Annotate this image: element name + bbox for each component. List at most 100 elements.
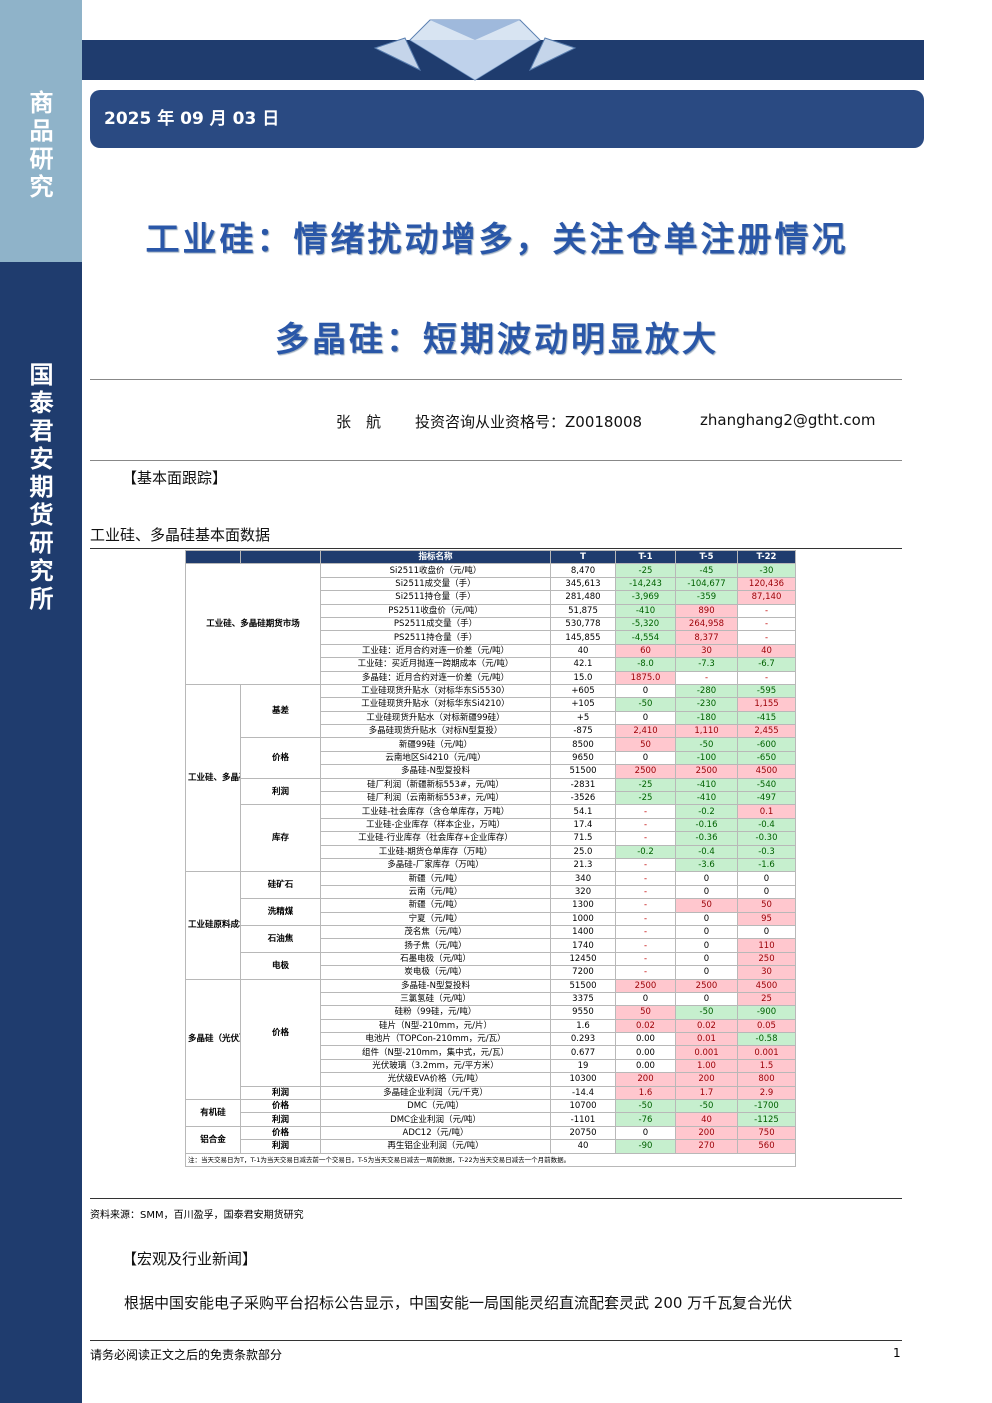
cell: 15.0 (550, 670, 616, 685)
cell: 工业硅现货升贴水（对标新疆99硅） (320, 710, 551, 726)
cell: 8,470 (550, 563, 616, 578)
cell: 0.01 (675, 1032, 738, 1047)
row: 宁夏（元/吨） 1000-0 95 (186, 911, 796, 926)
row: 电极 石墨电极（元/吨） 12450-0 250 (186, 951, 796, 980)
cell: 有机硅 (185, 1099, 241, 1127)
cell: -50 (675, 737, 738, 752)
cell: - (737, 603, 796, 618)
cell: 345,613 (550, 576, 616, 592)
cell: -0.3 (737, 844, 796, 859)
cell: 750 (737, 1125, 796, 1141)
row: 利润 多晶硅企业利润（元/千克） -14.4 1.6 1.7 2.9 (186, 1085, 796, 1101)
cell: 10700 (550, 1099, 616, 1114)
cell: 200 (675, 1125, 738, 1141)
cell: 1000 (550, 911, 616, 926)
header-cell (185, 549, 241, 565)
cell: 9550 (550, 1005, 616, 1020)
cell: -2831 (550, 777, 616, 793)
cell: DMC（元/吨） (320, 1099, 551, 1114)
cell: 60 (615, 643, 676, 659)
cell: -410 (615, 603, 676, 618)
cell: 组件（N型-210mm，集中式，元/瓦） (320, 1045, 551, 1060)
rule (90, 379, 902, 380)
cell: 21.3 (550, 857, 616, 873)
title: 工业硅：情绪扰动增多，关注仓单注册情况 (145, 220, 849, 260)
cell: 120,436 (737, 576, 796, 592)
cell: 9650 (550, 750, 616, 766)
row: 组件（N型-210mm，集中式，元/瓦） 0.677 0.00 0.001 0.001 (186, 1045, 796, 1060)
subtitle: 多晶硅：短期波动明显放大 (275, 320, 719, 360)
cell: 30 (675, 643, 738, 659)
cell: -30 (737, 563, 796, 578)
cell: 340 (550, 871, 616, 886)
row: 石油焦 茂名焦（元/吨） 1400-0 0 (186, 924, 796, 953)
cell: 硅粉（99硅，元/吨） (320, 1005, 551, 1020)
cell: 4500 (737, 978, 796, 993)
cell: 0.677 (550, 1045, 616, 1060)
cell: - (615, 831, 676, 846)
cell: -25 (615, 791, 676, 806)
cell: 0 (615, 991, 676, 1007)
cell: -0.36 (675, 831, 738, 846)
cell: 铝合金 (185, 1125, 241, 1154)
date-banner: 2025 年 09 月 03 日 (90, 90, 924, 148)
cell: -410 (675, 777, 738, 793)
row: 工业硅原料成本硅矿石新疆（元/吨）340-00 (185, 871, 796, 980)
cell: 云南地区Si4210（元/吨） (320, 750, 551, 766)
sidebar-label: 国泰君安期货研究所 (25, 362, 54, 614)
cell: -3,969 (615, 590, 676, 605)
row: 工业硅现货升贴水（对标华东Si4210） +105 -50 -230 1,155 (186, 697, 796, 712)
cell: 多晶硅（光伏） (185, 978, 241, 1101)
cell: 8,377 (675, 630, 738, 645)
row: 工业硅-企业库存（样本企业，万吨） 17.4- -0.16 -0.4 (186, 817, 796, 833)
cell: 多晶硅-N型复投料 (320, 764, 551, 779)
cell: 新疆（元/吨） (320, 871, 551, 886)
row: 工业硅-期货仓单库存（万吨） 25.0 -0.2 -0.4 -0.3 (186, 844, 796, 859)
cell: 0 (737, 871, 796, 886)
cell: 320 (550, 884, 616, 900)
cell: -50 (615, 1099, 676, 1114)
cell: 0 (615, 683, 676, 699)
cell: 530,778 (550, 616, 616, 632)
cell: 0 (675, 938, 738, 953)
cell: 0.02 (675, 1018, 738, 1034)
cell: 10300 (550, 1072, 616, 1087)
cell: - (675, 670, 738, 685)
cell: PS2511持仓量（手） (320, 630, 551, 645)
cell: -0.2 (675, 804, 738, 819)
cell: - (615, 884, 676, 900)
cell: 12450 (550, 951, 616, 967)
cell: 多晶硅企业利润（元/千克） (320, 1085, 551, 1101)
cell: 1875.0 (615, 670, 676, 685)
cell: 0.05 (737, 1018, 796, 1034)
cell: 1300 (550, 898, 616, 913)
cell: 250 (737, 951, 796, 967)
cell: 50 (615, 1005, 676, 1020)
cell: 1.7 (675, 1085, 738, 1101)
cell: -3.6 (675, 857, 738, 873)
cell: 利润 (240, 777, 321, 806)
row: 云南地区Si4210（元/吨） 9650 0 -100 -650 (186, 750, 796, 766)
cell: 1.5 (737, 1058, 796, 1074)
cell: 石墨电极（元/吨） (320, 951, 551, 967)
cell: 0.001 (675, 1045, 738, 1060)
cell: -14,243 (615, 576, 676, 592)
row: 多晶硅-N型复投料 51500 2500 2500 4500 (186, 764, 796, 779)
cell: 0 (675, 965, 738, 980)
cell: 71.5 (550, 831, 616, 846)
cell: DMC企业利润（元/吨） (320, 1112, 551, 1127)
logo (373, 19, 577, 81)
cell: 0.001 (737, 1045, 796, 1060)
cell: -0.30 (737, 831, 796, 846)
cell: 价格 (240, 1125, 321, 1141)
cell: -8.0 (615, 657, 676, 672)
cell: -76 (615, 1112, 676, 1127)
cell: 茂名焦（元/吨） (320, 924, 551, 940)
cell: 多晶硅-N型复投料 (320, 978, 551, 993)
cell: 0 (675, 991, 738, 1007)
cell: 利润 (240, 1139, 321, 1154)
section-heading: 【基本面跟踪】 (122, 469, 228, 487)
cell: -3526 (550, 791, 616, 806)
cell: 硅厂利润（新疆新标553#，元/吨） (320, 777, 551, 793)
